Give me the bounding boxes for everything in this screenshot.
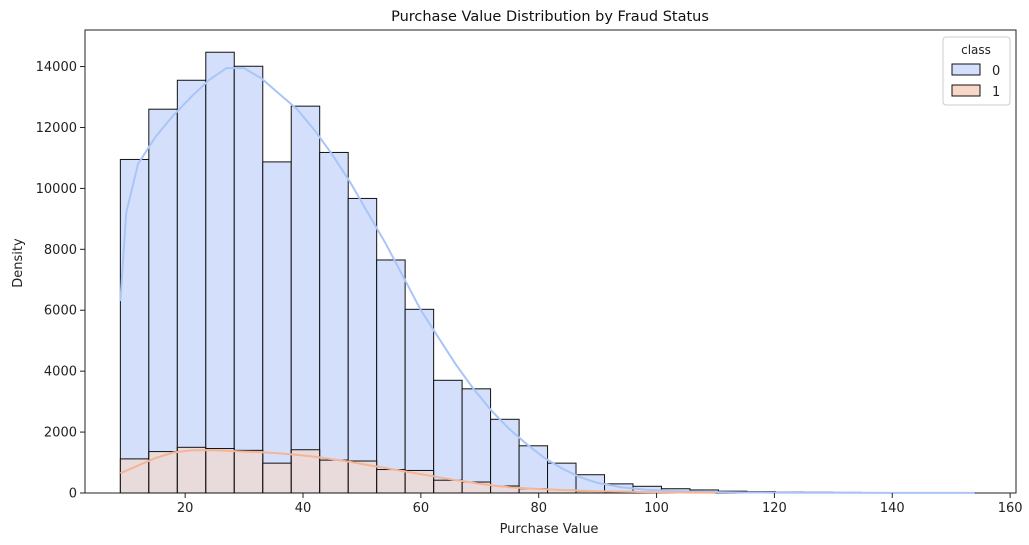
x-tick-label-100: 100 (644, 501, 669, 516)
bar-series-1-bin-5 (262, 462, 292, 494)
legend-label-1: 1 (992, 85, 1000, 100)
legend: class 0 1 (942, 36, 1011, 106)
bar-series-0-bin-3 (205, 51, 235, 494)
bar-series-0-bin-15 (547, 462, 577, 494)
series-0-bars (119, 51, 976, 494)
bar-series-0-bin-6 (290, 105, 321, 494)
series-1-bars (119, 446, 976, 494)
x-axis-label: Purchase Value (500, 522, 599, 537)
y-axis: 0 2000 4000 6000 8000 10000 12000 14000 (36, 60, 85, 502)
bar-series-0-bin-9 (376, 259, 406, 494)
bar-series-1-bin-3 (205, 448, 235, 494)
y-tick-label-10000: 10000 (36, 182, 77, 197)
y-tick-label-12000: 12000 (36, 121, 77, 136)
kde-line-series-1 (120, 449, 716, 494)
bar-series-0-bin-2 (176, 79, 207, 494)
y-axis-label: Density (11, 238, 26, 288)
x-tick-label-60: 60 (413, 501, 430, 516)
y-tick-label-4000: 4000 (44, 365, 77, 380)
y-tick-label-14000: 14000 (36, 60, 77, 75)
bar-series-0-bin-0 (119, 158, 150, 494)
legend-label-0: 0 (992, 64, 1000, 79)
bar-series-1-bin-0 (119, 458, 150, 494)
bar-series-0-bin-8 (347, 197, 378, 494)
bar-series-0-bin-13 (490, 418, 520, 494)
y-tick-label-6000: 6000 (44, 304, 77, 319)
bar-series-1-bin-4 (233, 449, 264, 494)
x-tick-label-80: 80 (530, 501, 547, 516)
bar-series-1-bin-8 (347, 460, 378, 494)
bar-series-1-bin-1 (148, 451, 178, 494)
x-tick-label-160: 160 (998, 501, 1023, 516)
chart-title: Purchase Value Distribution by Fraud Sta… (391, 9, 709, 25)
y-tick-label-0: 0 (69, 487, 77, 502)
bar-series-0-bin-1 (148, 108, 178, 494)
legend-swatch-0 (951, 63, 981, 76)
x-tick-label-40: 40 (295, 501, 312, 516)
bar-series-0-bin-14 (518, 445, 549, 494)
bar-series-0-bin-12 (461, 388, 492, 494)
x-tick-label-120: 120 (762, 501, 787, 516)
legend-title: class (961, 43, 991, 57)
bar-series-0-bin-4 (233, 65, 264, 494)
y-tick-label-2000: 2000 (44, 426, 77, 441)
kde-lines (119, 67, 975, 494)
x-tick-label-20: 20 (177, 501, 194, 516)
bar-series-0-bin-10 (404, 308, 435, 494)
bar-series-0-bin-5 (262, 161, 292, 494)
bar-series-1-bin-2 (176, 446, 207, 494)
x-axis: 20 40 60 80 100 120 140 160 (177, 493, 1023, 516)
bar-series-1-bin-7 (319, 459, 349, 494)
x-tick-label-140: 140 (880, 501, 905, 516)
legend-swatch-1 (951, 84, 981, 97)
bar-series-1-bin-9 (376, 469, 406, 494)
bar-series-1-bin-11 (433, 479, 463, 494)
bar-series-0-bin-7 (319, 151, 349, 494)
y-tick-label-8000: 8000 (44, 243, 77, 258)
